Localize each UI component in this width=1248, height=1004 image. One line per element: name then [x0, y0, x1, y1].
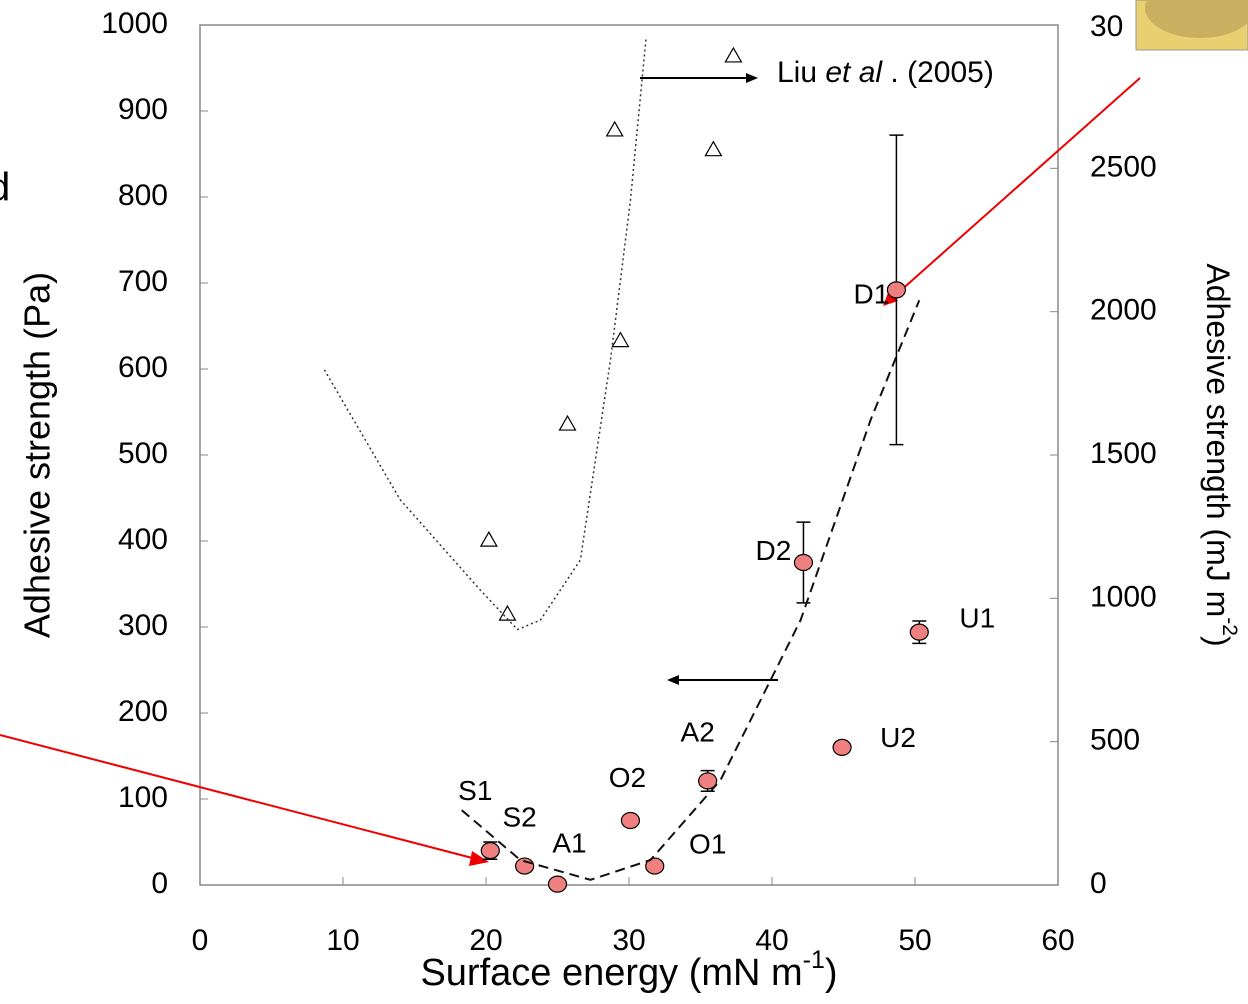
y2-tick-label: 1500 — [1090, 437, 1157, 470]
y2-axis-title-after: ) — [1200, 636, 1236, 647]
y-tick-label: 300 — [118, 609, 168, 642]
y-tick-label: 700 — [118, 265, 168, 298]
y-axis-title: Adhesive strength (Pa) — [17, 272, 58, 638]
x-tick-label: 20 — [469, 924, 502, 957]
arrow-head — [746, 73, 758, 83]
point-label: D2 — [756, 535, 792, 566]
triangle-marker — [611, 331, 630, 348]
y-tick-label: 1000 — [101, 7, 168, 40]
circle-marker — [645, 857, 665, 875]
x-tick-label: 60 — [1041, 924, 1074, 957]
plot-frame — [199, 24, 1059, 886]
cut-tick-label: 30 — [1090, 10, 1123, 43]
annotation: Liu et al . (2005) — [777, 56, 994, 89]
point-label: U1 — [959, 603, 995, 634]
circle-marker — [832, 738, 852, 757]
y2-axis-title: Adhesive strength (mJ m-2) — [1200, 263, 1242, 646]
y-tick-label: 200 — [118, 695, 168, 728]
circle-marker — [547, 875, 568, 893]
y2-tick-label: 2500 — [1090, 150, 1157, 183]
y-tick-label: 600 — [118, 351, 168, 384]
y2-tick-label: 0 — [1090, 867, 1107, 900]
x-axis-title-text: Surface energy (mN m — [420, 952, 802, 994]
x-tick-label: 0 — [192, 924, 209, 957]
point-label: A1 — [552, 828, 586, 859]
x-axis-title-sup: -1 — [803, 946, 825, 974]
triangle-marker — [724, 46, 743, 63]
circle-marker — [698, 772, 718, 790]
point-label: S2 — [502, 801, 536, 832]
triangle-marker — [558, 414, 577, 431]
dashed-line — [461, 299, 921, 881]
cut-text: d — [0, 166, 10, 210]
arrow-head — [469, 851, 489, 866]
circle-marker — [620, 811, 641, 830]
y-tick-label: 800 — [118, 179, 168, 212]
y2-tick-label: 1000 — [1090, 580, 1157, 613]
annotation-part: . (2005) — [882, 56, 994, 89]
y2-tick-label: 2000 — [1090, 294, 1157, 327]
circle-marker — [909, 623, 929, 641]
arrow-head — [883, 290, 898, 306]
triangle-marker — [605, 120, 624, 137]
circle-marker — [793, 553, 814, 572]
circle-marker — [480, 841, 500, 860]
x-tick-label: 40 — [755, 924, 788, 957]
pointer-arrow — [0, 734, 481, 861]
y-tick-label: 500 — [118, 437, 168, 470]
x-axis-title: Surface energy (mN m-1) — [420, 946, 837, 994]
y2-axis-title-sup: -2 — [1218, 617, 1241, 636]
x-tick-label: 50 — [898, 924, 931, 957]
triangle-marker — [479, 530, 498, 547]
inset-image-object — [1145, 0, 1248, 38]
point-label: D1 — [854, 278, 890, 309]
triangle-marker — [704, 140, 723, 157]
dotted-line — [323, 36, 647, 631]
arrow-head — [667, 675, 679, 685]
circle-marker — [886, 281, 907, 299]
point-label: S1 — [458, 775, 492, 806]
annotation-part: et al — [825, 56, 883, 89]
y2-axis-title-text: Adhesive strength (mJ m — [1200, 263, 1236, 617]
y2-tick-label: 500 — [1090, 724, 1140, 757]
x-tick-label: 10 — [326, 924, 359, 957]
pointer-arrow — [889, 77, 1141, 301]
x-tick-label: 30 — [612, 924, 645, 957]
y-tick-label: 400 — [118, 523, 168, 556]
point-label: U2 — [880, 722, 916, 753]
y-tick-label: 900 — [118, 93, 168, 126]
point-label: A2 — [681, 716, 715, 747]
x-axis-title-after: ) — [825, 952, 838, 994]
y-tick-label: 100 — [118, 781, 168, 814]
y-tick-label: 0 — [151, 867, 168, 900]
annotation-part: Liu — [777, 56, 825, 89]
point-label: O2 — [609, 762, 646, 793]
point-label: O1 — [689, 828, 726, 859]
triangle-marker — [498, 604, 517, 621]
